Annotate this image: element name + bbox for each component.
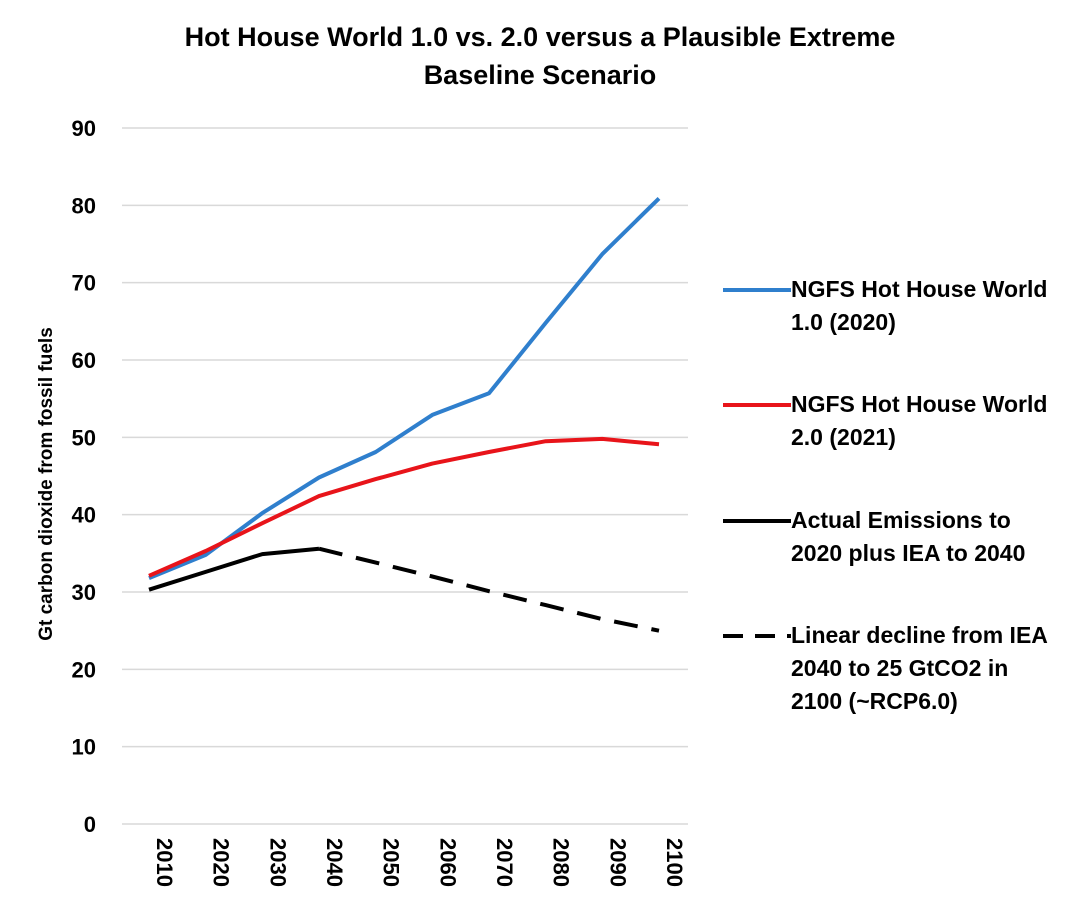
y-tick-label: 90 bbox=[72, 116, 96, 141]
y-tick-label: 50 bbox=[72, 425, 96, 450]
series-line-3 bbox=[148, 546, 320, 592]
legend-label: 2100 (~RCP6.0) bbox=[791, 688, 958, 714]
legend-label: Linear decline from IEA bbox=[791, 622, 1048, 648]
gridlines bbox=[122, 127, 688, 825]
x-tick-label: 2040 bbox=[322, 838, 347, 887]
y-axis-label: Gt carbon dioxide from fossil fuels bbox=[36, 327, 57, 641]
series-line-2 bbox=[148, 436, 660, 578]
legend-label: NGFS Hot House World bbox=[791, 391, 1047, 417]
x-tick-label: 2090 bbox=[605, 838, 630, 887]
y-tick-label: 60 bbox=[72, 348, 96, 373]
legend-label: 2040 to 25 GtCO2 in bbox=[791, 655, 1008, 681]
x-tick-label: 2060 bbox=[435, 838, 460, 887]
x-tick-label: 2050 bbox=[379, 838, 404, 887]
legend-label: 2.0 (2021) bbox=[791, 424, 896, 450]
y-tick-label: 10 bbox=[72, 735, 96, 760]
y-tick-label: 70 bbox=[72, 271, 96, 296]
x-tick-label: 2010 bbox=[152, 838, 177, 887]
chart-title-line-2: Baseline Scenario bbox=[423, 60, 657, 90]
x-tick-label: 2020 bbox=[209, 838, 234, 887]
y-tick-label: 40 bbox=[72, 503, 96, 528]
legend-label: Actual Emissions to bbox=[791, 507, 1011, 533]
x-tick-label: 2080 bbox=[549, 838, 574, 887]
y-tick-label: 0 bbox=[84, 812, 96, 837]
series-line-4 bbox=[318, 546, 660, 633]
chart-title-line-1: Hot House World 1.0 vs. 2.0 versus a Pla… bbox=[184, 22, 896, 52]
legend-label: NGFS Hot House World bbox=[791, 276, 1047, 302]
y-tick-label: 80 bbox=[72, 193, 96, 218]
legend-label: 2020 plus IEA to 2040 bbox=[791, 540, 1025, 566]
x-tick-label: 2100 bbox=[662, 838, 687, 887]
series-line-1 bbox=[148, 196, 661, 580]
x-axis-ticks: 2010 2020 2030 2040 2050 2060 2070 2080 2090 2100 bbox=[152, 838, 687, 887]
chart-title: Hot House World 1.0 vs. 2.0 versus a Pla… bbox=[0, 18, 1080, 94]
legend: NGFS Hot House World 1.0 (2020) NGFS Hot H… bbox=[723, 276, 1048, 714]
series-lines bbox=[148, 196, 661, 633]
legend-label: 1.0 (2020) bbox=[791, 309, 896, 335]
x-tick-label: 2070 bbox=[492, 838, 517, 887]
y-tick-label: 20 bbox=[72, 657, 96, 682]
x-tick-label: 2030 bbox=[265, 838, 290, 887]
y-axis-ticks: 0 10 20 30 40 50 60 70 80 90 bbox=[72, 116, 96, 837]
y-tick-label: 30 bbox=[72, 580, 96, 605]
